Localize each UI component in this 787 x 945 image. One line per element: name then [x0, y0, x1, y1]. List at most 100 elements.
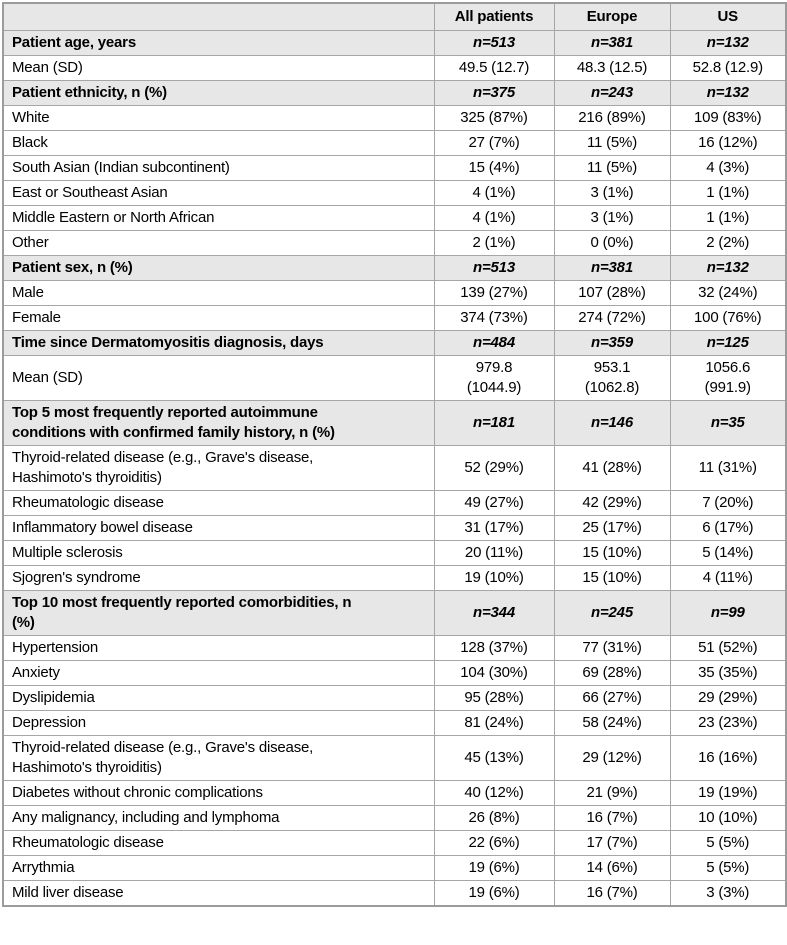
value-cell: 77 (31%) — [553, 635, 671, 661]
table-row: Mild liver disease 19 (6%) 16 (7%) 3 (3%) — [2, 880, 787, 907]
row-label: South Asian (Indian subcontinent) — [2, 155, 435, 181]
value-cell: 1 (1%) — [669, 180, 787, 206]
value-cell: 31 (17%) — [433, 515, 555, 541]
section-label: Patient age, years — [2, 30, 435, 56]
value-cell: 19 (6%) — [433, 880, 555, 907]
sample-size-cell: n=132 — [669, 30, 787, 56]
row-label: Mean (SD) — [2, 55, 435, 81]
value-cell: 16 (12%) — [669, 130, 787, 156]
sample-size-cell: n=381 — [553, 255, 671, 281]
section-label: Patient sex, n (%) — [2, 255, 435, 281]
row-label: Sjogren's syndrome — [2, 565, 435, 591]
sample-size-cell: n=245 — [553, 590, 671, 636]
value-cell: 14 (6%) — [553, 855, 671, 881]
patient-characteristics-table: All patients Europe US Patient age, years n… — [2, 2, 787, 907]
row-label: Thyroid-related disease (e.g., Grave's d… — [2, 735, 435, 781]
row-label: East or Southeast Asian — [2, 180, 435, 206]
value-cell: 69 (28%) — [553, 660, 671, 686]
section-row: Patient age, years n=513 n=381 n=132 — [2, 30, 787, 56]
sample-size-cell: n=375 — [433, 80, 555, 106]
sample-size-cell: n=132 — [669, 80, 787, 106]
table-row: Depression 81 (24%) 58 (24%) 23 (23%) — [2, 710, 787, 736]
value-cell: 23 (23%) — [669, 710, 787, 736]
row-label: Rheumatologic disease — [2, 490, 435, 516]
sample-size-cell: n=344 — [433, 590, 555, 636]
value-cell: 40 (12%) — [433, 780, 555, 806]
value-cell: 15 (4%) — [433, 155, 555, 181]
value-cell: 17 (7%) — [553, 830, 671, 856]
table-row: Rheumatologic disease 22 (6%) 17 (7%) 5 (5%… — [2, 830, 787, 856]
value-cell: 25 (17%) — [553, 515, 671, 541]
sample-size-cell: n=513 — [433, 30, 555, 56]
value-cell: 11 (31%) — [669, 445, 787, 491]
value-cell: 32 (24%) — [669, 280, 787, 306]
table-row: Thyroid-related disease (e.g., Grave's d… — [2, 735, 787, 781]
table-row: Rheumatologic disease 49 (27%) 42 (29%) 7 (… — [2, 490, 787, 516]
value-cell: 1056.6 (991.9) — [669, 355, 787, 401]
value-cell: 3 (1%) — [553, 180, 671, 206]
value-cell: 953.1 (1062.8) — [553, 355, 671, 401]
table-body: Patient age, years n=513 n=381 n=132 Mean (S… — [2, 30, 787, 907]
table-row: Anxiety 104 (30%) 69 (28%) 35 (35%) — [2, 660, 787, 686]
value-cell: 4 (1%) — [433, 205, 555, 231]
sample-size-cell: n=35 — [669, 400, 787, 446]
row-label: Thyroid-related disease (e.g., Grave's d… — [2, 445, 435, 491]
sample-size-cell: n=243 — [553, 80, 671, 106]
table-row: Male 139 (27%) 107 (28%) 32 (24%) — [2, 280, 787, 306]
table-row: Thyroid-related disease (e.g., Grave's d… — [2, 445, 787, 491]
value-cell: 41 (28%) — [553, 445, 671, 491]
value-cell: 104 (30%) — [433, 660, 555, 686]
value-cell: 16 (7%) — [553, 805, 671, 831]
table-row: Hypertension 128 (37%) 77 (31%) 51 (52%) — [2, 635, 787, 661]
value-cell: 45 (13%) — [433, 735, 555, 781]
value-cell: 979.8 (1044.9) — [433, 355, 555, 401]
column-header: Europe — [553, 2, 671, 31]
sample-size-cell: n=132 — [669, 255, 787, 281]
section-row: Time since Dermatomyositis diagnosis, da… — [2, 330, 787, 356]
column-header: All patients — [433, 2, 555, 31]
value-cell: 274 (72%) — [553, 305, 671, 331]
value-cell: 16 (7%) — [553, 880, 671, 907]
value-cell: 49.5 (12.7) — [433, 55, 555, 81]
value-cell: 81 (24%) — [433, 710, 555, 736]
row-label: Any malignancy, including and lymphoma — [2, 805, 435, 831]
row-label: Arrythmia — [2, 855, 435, 881]
value-cell: 27 (7%) — [433, 130, 555, 156]
value-cell: 0 (0%) — [553, 230, 671, 256]
sample-size-cell: n=146 — [553, 400, 671, 446]
value-cell: 7 (20%) — [669, 490, 787, 516]
sample-size-cell: n=513 — [433, 255, 555, 281]
section-label: Top 5 most frequently reported autoimmun… — [2, 400, 435, 446]
row-label: Male — [2, 280, 435, 306]
value-cell: 3 (3%) — [669, 880, 787, 907]
row-label: Middle Eastern or North African — [2, 205, 435, 231]
value-cell: 26 (8%) — [433, 805, 555, 831]
value-cell: 107 (28%) — [553, 280, 671, 306]
value-cell: 10 (10%) — [669, 805, 787, 831]
value-cell: 15 (10%) — [553, 565, 671, 591]
row-label: Dyslipidemia — [2, 685, 435, 711]
value-cell: 3 (1%) — [553, 205, 671, 231]
table-row: Middle Eastern or North African 4 (1%) 3 (… — [2, 205, 787, 231]
table-row: Any malignancy, including and lymphoma 26… — [2, 805, 787, 831]
value-cell: 139 (27%) — [433, 280, 555, 306]
value-cell: 5 (5%) — [669, 855, 787, 881]
table-row: Black 27 (7%) 11 (5%) 16 (12%) — [2, 130, 787, 156]
row-label: Inflammatory bowel disease — [2, 515, 435, 541]
value-cell: 16 (16%) — [669, 735, 787, 781]
section-row: Top 5 most frequently reported autoimmun… — [2, 400, 787, 446]
value-cell: 5 (5%) — [669, 830, 787, 856]
table-row: Dyslipidemia 95 (28%) 66 (27%) 29 (29%) — [2, 685, 787, 711]
value-cell: 11 (5%) — [553, 130, 671, 156]
row-label: Mean (SD) — [2, 355, 435, 401]
section-label: Patient ethnicity, n (%) — [2, 80, 435, 106]
header-empty-cell — [2, 2, 435, 31]
value-cell: 52 (29%) — [433, 445, 555, 491]
table-row: Multiple sclerosis 20 (11%) 15 (10%) 5 (14%… — [2, 540, 787, 566]
value-cell: 29 (29%) — [669, 685, 787, 711]
value-cell: 4 (1%) — [433, 180, 555, 206]
row-label: Rheumatologic disease — [2, 830, 435, 856]
value-cell: 2 (1%) — [433, 230, 555, 256]
value-cell: 374 (73%) — [433, 305, 555, 331]
sample-size-cell: n=181 — [433, 400, 555, 446]
